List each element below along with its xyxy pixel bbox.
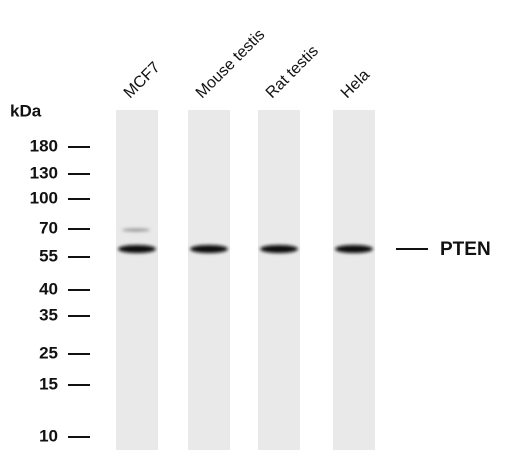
- band: [335, 245, 373, 253]
- lane: [188, 110, 230, 450]
- lane: [333, 110, 375, 450]
- band: [260, 245, 298, 253]
- marker-label: 180: [30, 136, 58, 155]
- marker-label: 15: [39, 374, 58, 393]
- lane: [116, 110, 158, 450]
- marker-label: 10: [39, 426, 58, 445]
- marker-label: 130: [30, 163, 58, 182]
- lane-label: Mouse testis: [193, 26, 269, 102]
- faint-band: [122, 228, 150, 231]
- western-blot: MCF7 Mouse testisRat testis Hela kDa 180 13…: [0, 0, 523, 450]
- marker-label: 55: [39, 246, 58, 265]
- lane-label: Hela: [338, 66, 373, 101]
- band: [190, 245, 228, 253]
- unit-label: kDa: [10, 101, 42, 120]
- marker-label: 25: [39, 343, 58, 362]
- lane-label: Rat testis: [263, 43, 322, 102]
- lane-label: MCF7: [121, 59, 164, 102]
- marker-label: 70: [39, 218, 58, 237]
- marker-label: 100: [30, 188, 58, 207]
- marker-label: 40: [39, 279, 58, 298]
- marker-label: 35: [39, 305, 58, 324]
- band-label: PTEN: [440, 239, 491, 260]
- lane: [258, 110, 300, 450]
- band: [118, 245, 156, 253]
